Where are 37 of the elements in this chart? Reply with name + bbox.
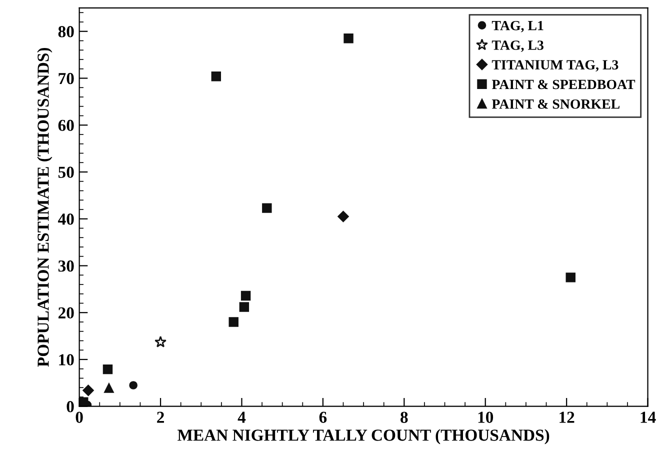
x-tick-label: 12 — [560, 412, 574, 423]
x-tick-label: 8 — [400, 412, 408, 423]
point — [211, 71, 222, 82]
y-tick-label: 60 — [58, 120, 74, 132]
x-tick-label: 4 — [238, 412, 246, 423]
y-tick-label: 80 — [58, 26, 74, 38]
point — [154, 336, 167, 348]
x-tick-label: 0 — [76, 412, 83, 423]
legend-label: TAG, L3 — [492, 40, 544, 52]
x-tick-label: 10 — [478, 412, 494, 423]
y-tick-label: 0 — [66, 401, 74, 412]
x-tick-label: 2 — [157, 412, 164, 423]
x-tick-label: 14 — [640, 412, 656, 423]
y-axis-title: POPULATION ESTIMATE (THOUSANDS) — [37, 48, 52, 367]
x-tick-label: 6 — [319, 412, 327, 423]
y-tick-label: 30 — [58, 260, 74, 272]
point — [102, 364, 113, 374]
point — [262, 203, 272, 213]
point — [566, 272, 576, 282]
point — [228, 317, 238, 327]
point — [239, 302, 250, 312]
y-tick-label: 70 — [58, 72, 74, 84]
x-axis-title: MEAN NIGHTLY TALLY COUNT (THOUSANDS) — [178, 429, 550, 444]
y-tick-label: 20 — [58, 307, 74, 319]
point — [129, 381, 138, 390]
y-tick-label: 40 — [58, 214, 74, 225]
point — [344, 34, 354, 44]
y-tick-label: 10 — [59, 354, 74, 366]
point — [338, 210, 349, 222]
point — [240, 290, 251, 301]
point — [104, 383, 114, 393]
legend-label: TITANIUM TAG, L3 — [492, 60, 618, 72]
legend-label: PAINT & SNORKEL — [492, 99, 620, 109]
legend-label: PAINT & SPEEDBOAT — [492, 80, 636, 90]
legend-label: TAG, L1 — [492, 20, 544, 32]
point — [82, 384, 94, 396]
y-tick-label: 50 — [58, 166, 74, 178]
